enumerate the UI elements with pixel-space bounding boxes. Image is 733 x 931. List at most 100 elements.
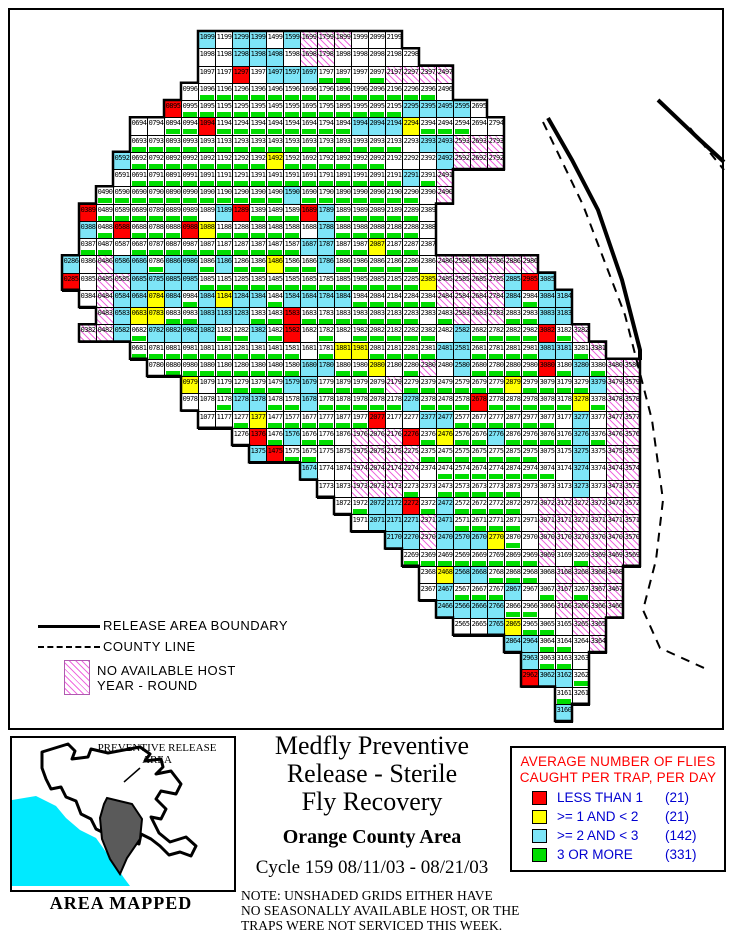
- grid-cell: 2568: [453, 565, 471, 585]
- grid-cell: 3579: [623, 376, 641, 395]
- grid-cell: 1874: [334, 462, 352, 482]
- grid-cell: 2389: [419, 203, 437, 223]
- grid-cell: 3264: [572, 634, 590, 654]
- grid-cell: 2297: [402, 65, 420, 85]
- grid-cell: 1391: [249, 169, 267, 188]
- grid-cell: 1498: [266, 48, 284, 68]
- grid-cell: 1679: [300, 376, 318, 395]
- grid-cell: 0894: [164, 117, 182, 137]
- grid-cell: 1873: [334, 479, 352, 499]
- grid-cell: 2483: [436, 307, 454, 326]
- legend-label: LESS THAN 1: [557, 790, 644, 805]
- grid-cell: 2581: [453, 341, 471, 361]
- grid-cell: 1298: [232, 48, 250, 68]
- grid-cell: 2181: [385, 341, 403, 361]
- grid-cell: 0982: [181, 324, 199, 344]
- grid-cell: 1295: [232, 100, 250, 119]
- grid-cell: 1891: [334, 169, 352, 188]
- grid-cell: 0883: [164, 307, 182, 326]
- grid-cell: 2685: [470, 272, 488, 292]
- grid-cell: 2667: [470, 583, 488, 602]
- grid-cell: 2280: [402, 358, 420, 378]
- grid-cell: 3279: [572, 376, 590, 395]
- grid-cell: 1984: [351, 289, 369, 309]
- grid-cell: 3282: [572, 324, 590, 344]
- grid-cell: 3280: [572, 358, 590, 378]
- grid-cell: 2875: [504, 445, 522, 464]
- grid-cell: 2391: [419, 169, 437, 188]
- grid-cell: 2679: [470, 376, 488, 395]
- grid-cell: 1893: [334, 134, 352, 154]
- grid-cell: 2078: [368, 393, 386, 413]
- grid-cell: 1581: [283, 341, 301, 361]
- grid-cell: 3069: [538, 548, 556, 568]
- grid-cell: 0285: [62, 272, 80, 292]
- grid-cell: 1491: [266, 169, 284, 188]
- grid-cell: 2295: [402, 100, 420, 119]
- grid-cell: 3172: [555, 496, 573, 516]
- grid-cell: 0685: [130, 272, 148, 292]
- grid-cell: 2972: [521, 496, 539, 516]
- grid-cell: 1588: [283, 220, 301, 240]
- grid-cell: 1689: [300, 203, 318, 223]
- grid-cell: 2876: [504, 427, 522, 447]
- grid-cell: 1495: [266, 100, 284, 119]
- grid-cell: 1977: [351, 410, 369, 430]
- grid-cell: 1285: [232, 272, 250, 292]
- grid-cell: 1779: [317, 376, 335, 395]
- grid-cell: 1795: [317, 100, 335, 119]
- grid-cell: 1590: [283, 186, 301, 206]
- inset-map-graphic: [12, 742, 198, 886]
- grid-cell: 2585: [453, 272, 471, 292]
- grid-cell: 0981: [181, 341, 199, 361]
- grid-cell: 1998: [351, 48, 369, 68]
- grid-cell: 2772: [487, 496, 505, 516]
- grid-cell: 1883: [334, 307, 352, 326]
- grid-cell: 1589: [283, 203, 301, 223]
- grid-cell: 1376: [249, 427, 267, 447]
- grid-cell: 3079: [538, 376, 556, 395]
- grid-cell: 3470: [606, 531, 624, 551]
- grid-cell: 2678: [470, 393, 488, 413]
- footer-panel: PREVENTIVE RELEASE AREA AREA MAPPED Medf…: [0, 730, 733, 931]
- grid-cell: 3469: [606, 548, 624, 568]
- grid-cell: 1887: [334, 238, 352, 257]
- grid-cell: 3083: [538, 307, 556, 326]
- yellow-swatch: [532, 809, 547, 824]
- grid-cell: 1297: [232, 65, 250, 85]
- grid-cell: 2766: [487, 600, 505, 620]
- grid-cell: 0885: [164, 272, 182, 292]
- grid-cell: 3071: [538, 514, 556, 533]
- grid-cell: 0486: [96, 255, 114, 275]
- grid-cell: 0884: [164, 289, 182, 309]
- grid-cell: 2381: [419, 341, 437, 361]
- grid-cell: 2977: [521, 410, 539, 430]
- grid-cell: 2390: [419, 186, 437, 206]
- grid-cell: 1896: [334, 82, 352, 102]
- grid-cell: 3467: [606, 583, 624, 602]
- grid-cell: 1393: [249, 134, 267, 154]
- grid-cell: 2771: [487, 514, 505, 533]
- grid-cell: 2189: [385, 203, 403, 223]
- grid-cell: 1382: [249, 324, 267, 344]
- grid-cell: 0681: [130, 341, 148, 361]
- grid-cell: 2091: [368, 169, 386, 188]
- grid-cell: 2781: [487, 341, 505, 361]
- grid-cell: 0586: [113, 255, 131, 275]
- grid-cell: 0286: [62, 255, 80, 275]
- grid-cell: 2686: [470, 255, 488, 275]
- note-line3: TRAPS WERE NOT SERVICED THIS WEEK.: [241, 918, 503, 931]
- grid-cell: 2694: [470, 117, 488, 137]
- grid-cell: 1599: [283, 31, 301, 50]
- grid-cell: 2695: [470, 100, 488, 119]
- legend-count: (331): [665, 847, 697, 862]
- grid-cell: 3468: [606, 565, 624, 585]
- grid-cell: 1486: [266, 255, 284, 275]
- grid-cell: 3275: [572, 445, 590, 464]
- grid-cell: 1099: [198, 31, 216, 50]
- grid-cell: 0689: [130, 203, 148, 223]
- grid-cell: 2184: [385, 289, 403, 309]
- grid-cell: 2571: [453, 514, 471, 533]
- grid-cell: 2098: [368, 48, 386, 68]
- grid-cell: 1677: [300, 410, 318, 430]
